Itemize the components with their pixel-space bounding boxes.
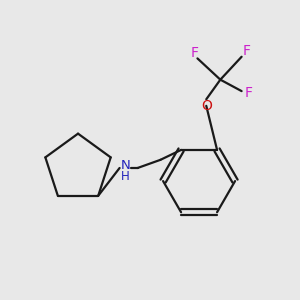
Text: H: H: [121, 170, 130, 183]
Text: N: N: [121, 159, 130, 172]
Text: F: F: [245, 86, 253, 100]
Text: O: O: [201, 99, 212, 113]
Text: F: F: [242, 44, 250, 58]
Text: F: F: [190, 46, 198, 59]
